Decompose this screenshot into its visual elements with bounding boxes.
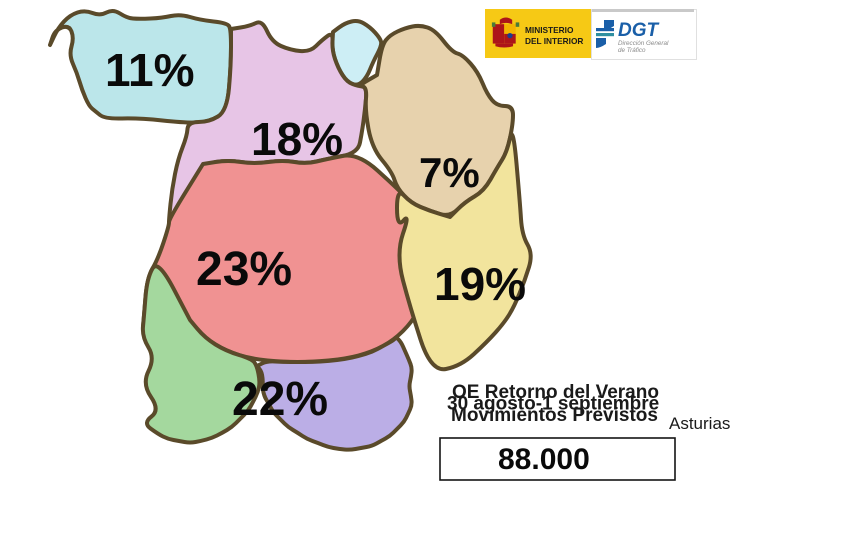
svg-text:22%: 22% [232,373,328,426]
svg-text:19%: 19% [434,258,526,310]
svg-text:11%: 11% [105,44,195,96]
svg-text:23%: 23% [196,243,292,296]
svg-text:18%: 18% [251,113,343,165]
svg-text:88.000: 88.000 [498,443,590,476]
svg-text:7%: 7% [419,149,480,196]
svg-text:Movimientos Previstos: Movimientos Previstos [451,405,658,426]
svg-text:Asturias: Asturias [669,414,730,433]
